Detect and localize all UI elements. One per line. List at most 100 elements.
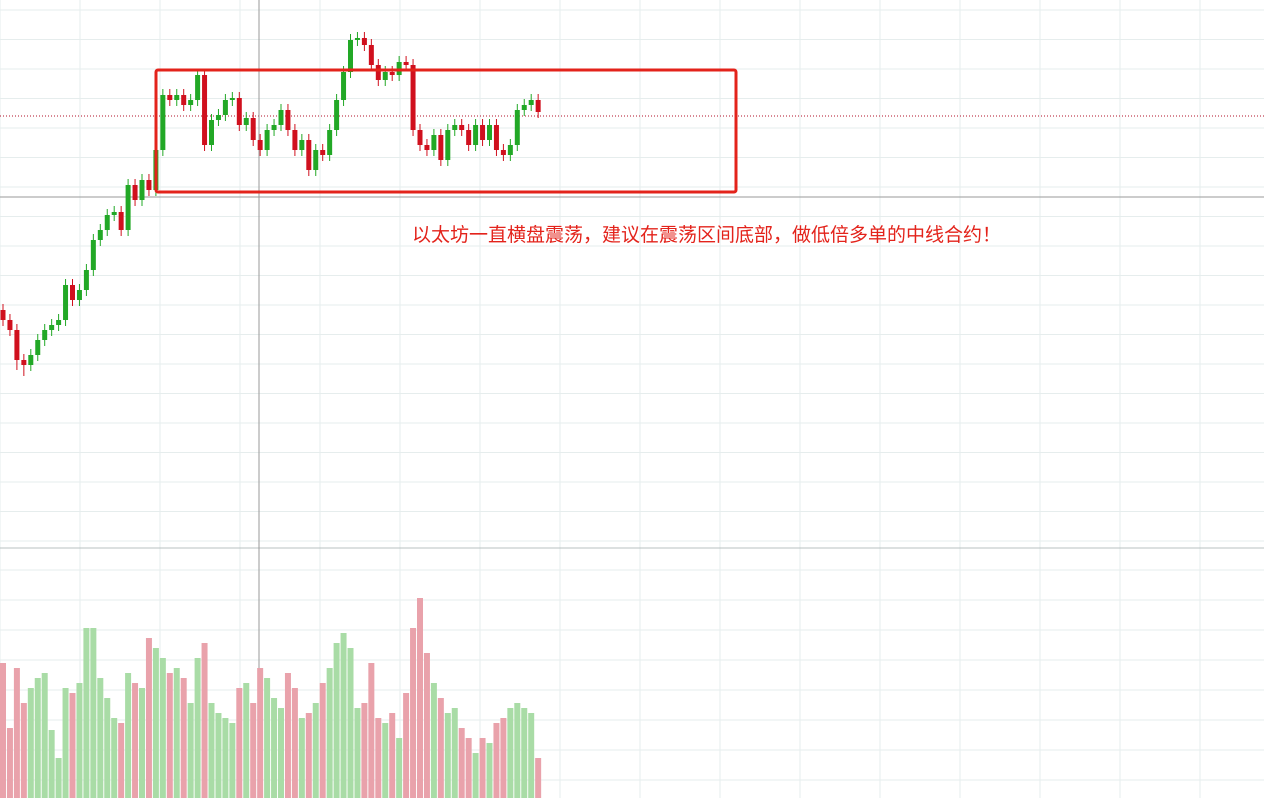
candle-body <box>97 230 103 240</box>
candle-body <box>528 100 534 105</box>
volume-bar <box>111 718 118 798</box>
volume-bar <box>125 673 132 798</box>
volume-bar <box>201 643 208 798</box>
candle-body <box>410 65 416 130</box>
candle-body <box>243 118 249 125</box>
volume-bar <box>284 673 291 798</box>
volume-bar <box>194 658 201 798</box>
volume-bar <box>535 758 542 798</box>
volume-bar <box>20 703 27 798</box>
candle-body <box>139 180 145 200</box>
volume-bar <box>326 668 333 798</box>
volume-bar <box>271 698 278 798</box>
volume-bar <box>417 598 423 798</box>
volume-bar <box>257 668 264 798</box>
volume-bar <box>451 708 458 798</box>
candle-body <box>459 125 465 130</box>
volume-bar <box>118 723 125 798</box>
volume-bar <box>152 648 159 798</box>
candle-body <box>146 180 152 190</box>
volume-bar <box>423 653 430 798</box>
volume-bar <box>361 703 368 798</box>
volume-bar <box>458 728 465 798</box>
volume-bar <box>444 713 451 798</box>
candle-body <box>535 100 541 112</box>
candle-body <box>160 95 166 150</box>
candle-body <box>285 110 291 130</box>
candle-body <box>167 95 173 100</box>
volume-bar <box>410 628 417 798</box>
volume-bar <box>76 683 83 798</box>
annotation: 以太坊一直横盘震荡，建议在震荡区间底部，做低倍多单的中线合约！ <box>412 224 1001 246</box>
candle-body <box>42 330 48 340</box>
candle-body <box>348 40 353 72</box>
volume-bar <box>41 673 48 798</box>
candle-body <box>56 320 62 325</box>
candle-body <box>236 98 242 125</box>
volume-bar <box>250 703 257 798</box>
candle-body <box>341 72 347 100</box>
candle-body <box>452 125 458 130</box>
volume-bar <box>166 673 173 798</box>
volume-bar <box>430 683 437 798</box>
candle-body <box>424 145 430 150</box>
candle-body <box>320 150 326 155</box>
volume-bar <box>13 668 20 798</box>
candle-body <box>480 125 486 140</box>
volume-bar <box>229 723 236 798</box>
candle-body <box>132 185 138 200</box>
volume-bar <box>465 738 472 798</box>
volume-bar <box>382 723 389 798</box>
candle-body <box>104 215 110 230</box>
candle-body <box>215 115 221 120</box>
volume-bar <box>354 708 361 798</box>
candle-body <box>35 340 41 355</box>
volume-bar <box>278 708 284 798</box>
candle-body <box>403 62 409 65</box>
volume-bar <box>159 658 166 798</box>
candle-body <box>63 285 69 320</box>
volume-bar <box>312 703 319 798</box>
candle-body <box>222 100 228 115</box>
volume-bar <box>0 663 6 798</box>
volume-bar <box>368 663 375 798</box>
volume-bar <box>298 718 305 798</box>
volume-bar <box>486 743 493 798</box>
candle-body <box>14 330 20 360</box>
volume-bar <box>389 713 396 798</box>
candle-body <box>195 75 201 100</box>
marks <box>0 32 542 798</box>
candle-body <box>90 240 96 270</box>
candle-body <box>493 125 499 150</box>
candle-body <box>368 45 374 65</box>
volume-bar <box>472 753 479 798</box>
candle-body <box>292 130 298 150</box>
candle-body <box>313 150 319 170</box>
volume-bar <box>291 688 298 798</box>
volume-bar <box>27 688 34 798</box>
candle-body <box>7 320 13 330</box>
volume-bar <box>507 708 514 798</box>
volume-bar <box>375 718 382 798</box>
volume-bar <box>521 708 528 798</box>
volume-bar <box>48 730 55 798</box>
candle-body <box>0 310 6 320</box>
volume-bar <box>69 693 76 798</box>
volume-bar <box>83 628 90 798</box>
volume-bar <box>479 738 486 798</box>
candle-body <box>417 130 423 145</box>
volume-bar <box>62 688 69 798</box>
volume-bar <box>139 688 145 798</box>
candle-body <box>118 212 124 230</box>
candle-body <box>375 65 381 80</box>
candle-body <box>229 98 235 100</box>
volume-bar <box>208 703 215 798</box>
volume-bar <box>173 668 180 798</box>
candle-body <box>111 212 117 215</box>
volume-bar <box>264 678 271 798</box>
volume-bar <box>514 703 521 798</box>
candle-body <box>181 95 187 105</box>
candle-body <box>264 130 270 150</box>
candle-body <box>361 38 367 45</box>
